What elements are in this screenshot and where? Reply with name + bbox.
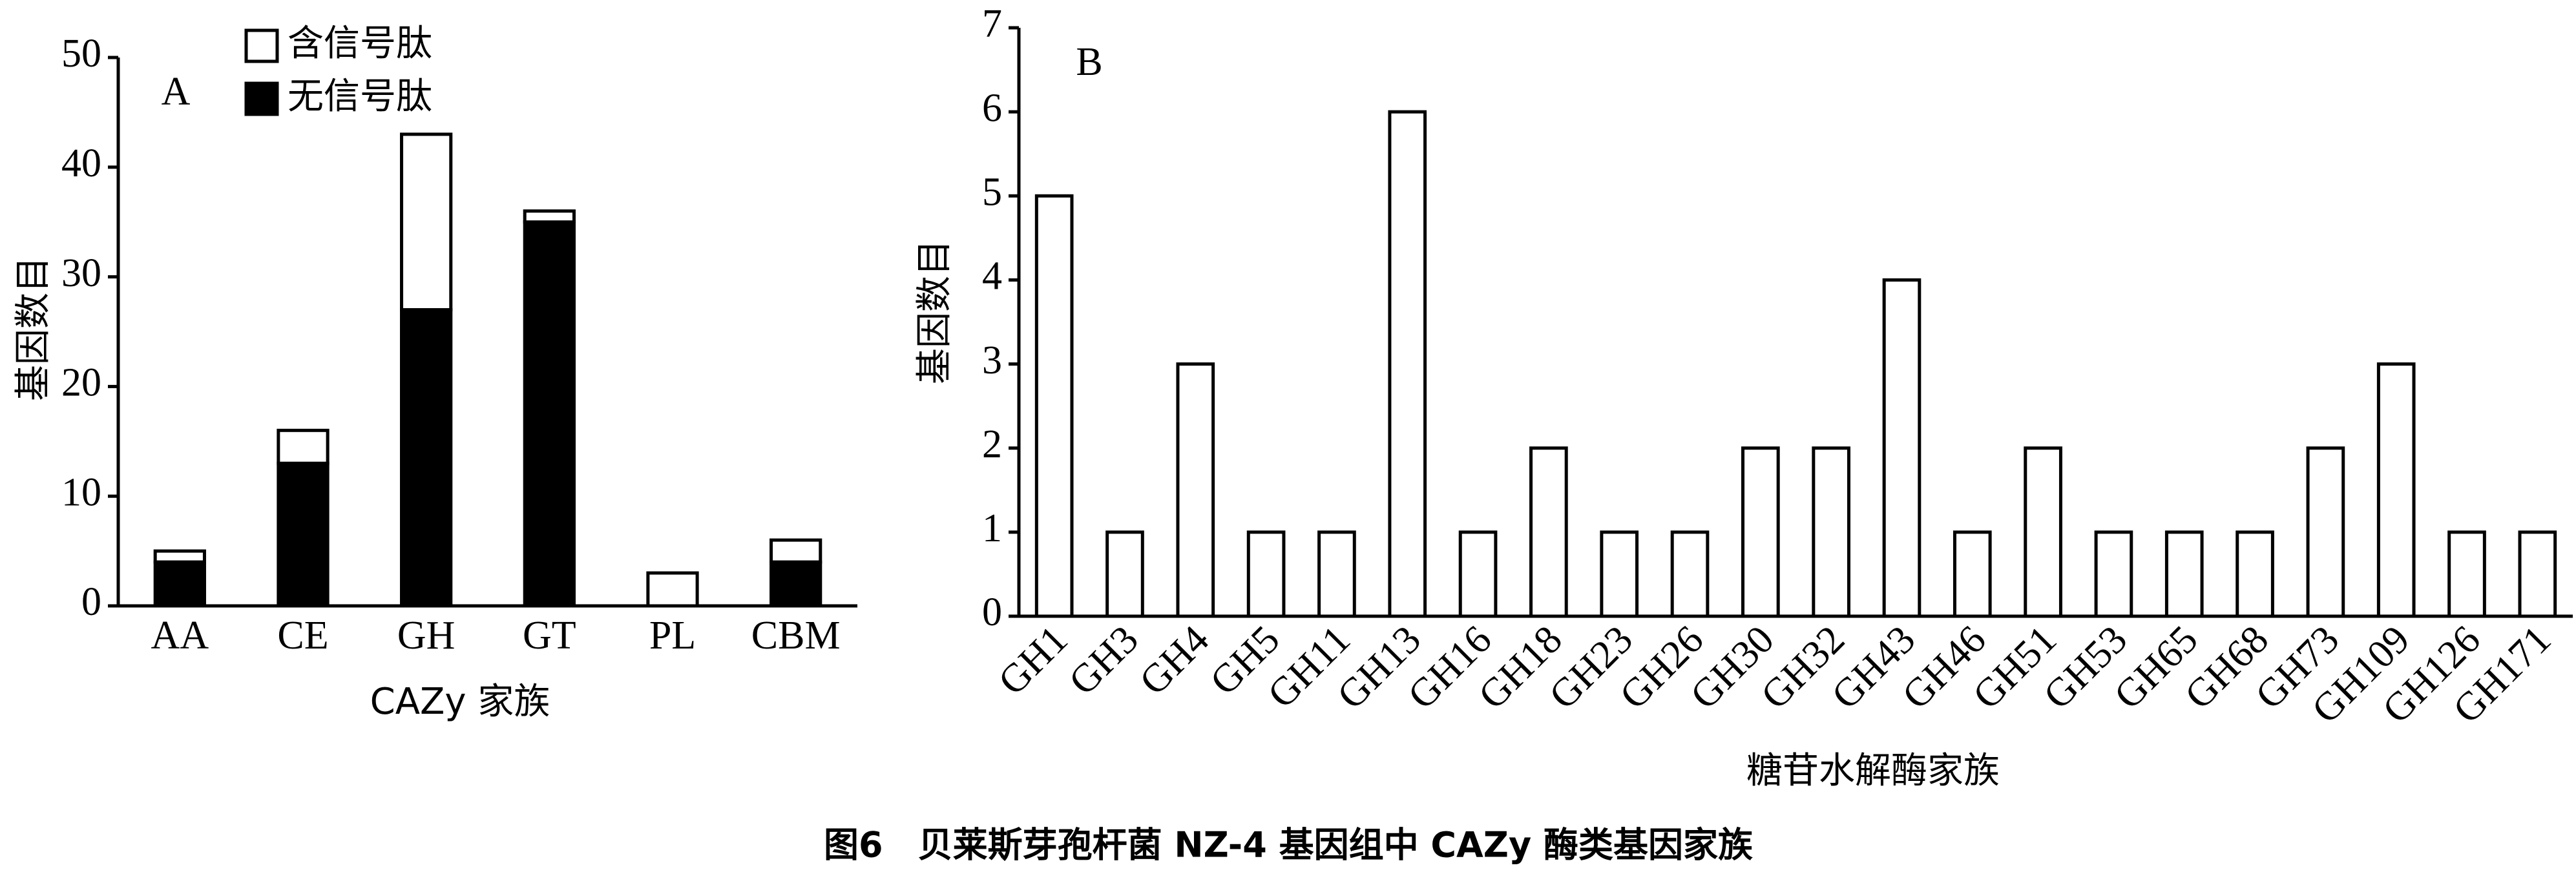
bar <box>1105 530 1144 618</box>
y-tick-label: 50 <box>61 32 101 76</box>
x-tick-label: GH <box>397 614 456 658</box>
y-axis-label: 基因数目 <box>12 256 54 401</box>
y-tick-label: 30 <box>61 251 101 295</box>
x-tick-label: GH3 <box>1061 618 1147 703</box>
bar <box>1317 530 1356 618</box>
x-tick-label: GH43 <box>1823 618 1923 718</box>
bar <box>1388 110 1427 618</box>
bar <box>1034 194 1074 618</box>
bar <box>2376 362 2416 618</box>
bar <box>277 461 330 608</box>
x-tick-label: AA <box>151 614 209 658</box>
x-tick-label: GH18 <box>1471 618 1571 718</box>
bar <box>1246 530 1286 618</box>
bar <box>153 549 206 564</box>
legend-label: 无信号肽 <box>288 76 432 118</box>
bar <box>646 571 699 608</box>
y-tick-label: 2 <box>982 422 1002 466</box>
x-tick-label: GH16 <box>1399 618 1500 718</box>
bar <box>1600 530 1639 618</box>
x-tick-label: PL <box>649 614 696 658</box>
legend-swatch <box>244 81 279 116</box>
bar <box>770 560 822 608</box>
y-tick-label: 20 <box>61 361 101 405</box>
x-tick-label: GH13 <box>1329 618 1429 718</box>
panel-label: A <box>162 70 191 114</box>
bar <box>770 538 822 564</box>
legend-label: 含信号肽 <box>288 23 432 65</box>
y-tick-label: 10 <box>61 470 101 514</box>
bar <box>1812 446 1850 618</box>
bar <box>400 308 453 608</box>
bar <box>2518 530 2557 618</box>
bar <box>400 132 453 312</box>
bar <box>1882 278 1922 618</box>
y-tick-label: 40 <box>61 141 101 185</box>
y-tick-label: 5 <box>982 171 1002 214</box>
y-tick-label: 0 <box>81 580 101 624</box>
y-tick-label: 7 <box>982 2 1002 46</box>
y-tick-label: 1 <box>982 506 1002 550</box>
x-tick-label: GH53 <box>2035 618 2135 718</box>
x-tick-label: GT <box>523 614 576 658</box>
bar <box>1741 446 1780 618</box>
x-tick-label: CBM <box>751 614 841 658</box>
y-tick-label: 3 <box>982 338 1002 382</box>
bar <box>2236 530 2274 618</box>
x-tick-label: GH1 <box>990 618 1076 703</box>
x-tick-label: GH46 <box>1894 618 1995 718</box>
bar <box>2094 530 2133 618</box>
bar <box>2447 530 2486 618</box>
x-axis-label: CAZy 家族 <box>370 681 550 723</box>
bar <box>523 209 576 224</box>
bar <box>153 560 206 608</box>
x-tick-label: GH68 <box>2177 618 2277 718</box>
y-tick-label: 4 <box>982 254 1002 298</box>
x-tick-label: GH4 <box>1131 618 1217 703</box>
legend-swatch <box>244 28 279 63</box>
panel-label: B <box>1076 40 1102 84</box>
x-tick-label: CE <box>277 614 328 658</box>
x-tick-label: GH32 <box>1753 618 1853 718</box>
bar <box>523 220 576 608</box>
bar <box>1458 530 1498 618</box>
bar <box>2024 446 2062 618</box>
y-tick-label: 0 <box>982 590 1002 634</box>
bar <box>1529 446 1568 618</box>
y-tick-label: 6 <box>982 86 1002 130</box>
bar <box>1670 530 1710 618</box>
x-tick-label: GH23 <box>1541 618 1641 718</box>
bar <box>1953 530 1992 618</box>
bar <box>2306 446 2345 618</box>
x-axis-label: 糖苷水解酶家族 <box>1746 750 2000 792</box>
figure-caption: 图6 贝莱斯芽孢杆菌 NZ-4 基因组中 CAZy 酶类基因家族 <box>824 825 1753 866</box>
x-tick-label: GH51 <box>1965 618 2065 718</box>
x-tick-label: GH30 <box>1682 618 1783 718</box>
bar <box>277 428 330 465</box>
x-tick-label: GH65 <box>2106 618 2206 718</box>
x-tick-label: GH26 <box>1611 618 1712 718</box>
y-axis-label: 基因数目 <box>914 240 956 384</box>
bar <box>2164 530 2204 618</box>
bar <box>1176 362 1215 618</box>
